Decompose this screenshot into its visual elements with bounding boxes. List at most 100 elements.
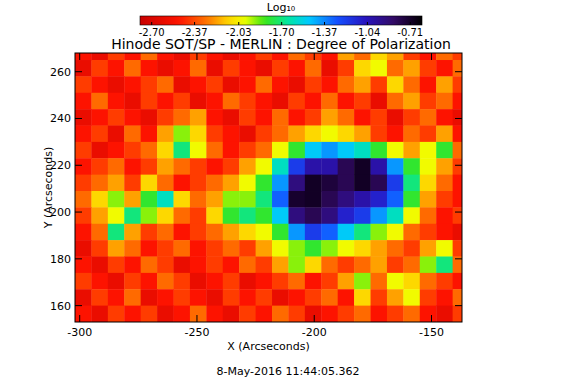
- cell: [403, 273, 420, 290]
- cell: [354, 53, 371, 60]
- cell: [141, 93, 158, 110]
- cell: [108, 109, 125, 126]
- colorbar-tick-label: -2.37: [182, 27, 208, 38]
- cell: [206, 273, 223, 290]
- cell: [321, 76, 338, 93]
- cell: [256, 224, 273, 241]
- cell: [239, 207, 256, 224]
- cell: [305, 109, 322, 126]
- cell: [453, 175, 462, 192]
- cell: [256, 257, 273, 274]
- cell: [91, 60, 108, 77]
- cell: [91, 257, 108, 274]
- cell: [436, 191, 453, 208]
- cell: [453, 191, 462, 208]
- cell: [453, 273, 462, 290]
- cell: [108, 273, 125, 290]
- cell: [453, 158, 462, 175]
- cell: [288, 224, 305, 241]
- cell: [288, 240, 305, 257]
- cell: [305, 53, 322, 60]
- y-tick: [455, 71, 462, 72]
- cell: [338, 207, 355, 224]
- cell: [91, 76, 108, 93]
- cell: [239, 93, 256, 110]
- cell: [453, 289, 462, 306]
- y-tick: [75, 305, 82, 306]
- cell: [272, 142, 289, 159]
- cell: [403, 289, 420, 306]
- cell: [190, 224, 207, 241]
- cell: [420, 175, 437, 192]
- cell: [157, 60, 174, 77]
- cell: [272, 289, 289, 306]
- cell: [91, 53, 108, 60]
- cell: [354, 273, 371, 290]
- cell: [371, 60, 388, 77]
- cell: [321, 224, 338, 241]
- cell: [256, 53, 273, 60]
- cell: [75, 306, 92, 322]
- cell: [108, 240, 125, 257]
- cell: [305, 142, 322, 159]
- cell: [420, 76, 437, 93]
- cell: [157, 53, 174, 60]
- x-tick: [314, 53, 315, 60]
- cell: [108, 257, 125, 274]
- cell: [75, 240, 92, 257]
- colorbar-tick: [324, 22, 325, 25]
- cell: [272, 175, 289, 192]
- cell: [387, 76, 404, 93]
- cell: [272, 60, 289, 77]
- cell: [190, 53, 207, 60]
- cell: [108, 76, 125, 93]
- cell: [174, 53, 191, 60]
- y-tick-label: 260: [50, 66, 71, 79]
- cell: [403, 224, 420, 241]
- cell: [420, 142, 437, 159]
- cell: [124, 257, 141, 274]
- cell: [305, 207, 322, 224]
- cell: [403, 53, 420, 60]
- cell: [91, 93, 108, 110]
- cell: [436, 273, 453, 290]
- cell: [387, 257, 404, 274]
- annotation: 8-May-2016 11:44:05.362: [217, 365, 360, 378]
- y-tick: [455, 165, 462, 166]
- cell: [354, 158, 371, 175]
- cell: [305, 224, 322, 241]
- cell: [288, 289, 305, 306]
- cell: [174, 289, 191, 306]
- cell: [223, 76, 240, 93]
- cell: [305, 76, 322, 93]
- cell: [387, 158, 404, 175]
- x-tick: [431, 53, 432, 60]
- cell: [288, 142, 305, 159]
- cell: [436, 289, 453, 306]
- cell: [223, 126, 240, 143]
- cell: [75, 109, 92, 126]
- cell: [403, 76, 420, 93]
- cell: [321, 158, 338, 175]
- cell: [223, 93, 240, 110]
- cell: [371, 273, 388, 290]
- cell: [272, 109, 289, 126]
- cell: [338, 53, 355, 60]
- x-tick: [314, 315, 315, 322]
- cell: [387, 240, 404, 257]
- colorbar-tick: [194, 22, 195, 25]
- cell: [239, 60, 256, 77]
- cell: [453, 224, 462, 241]
- y-tick: [75, 71, 82, 72]
- y-tick: [455, 212, 462, 213]
- cell: [239, 109, 256, 126]
- cell: [256, 76, 273, 93]
- cell: [108, 93, 125, 110]
- cell: [256, 126, 273, 143]
- cell: [338, 109, 355, 126]
- cell: [321, 175, 338, 192]
- cell: [174, 126, 191, 143]
- cell: [436, 224, 453, 241]
- cell: [223, 240, 240, 257]
- cell: [420, 93, 437, 110]
